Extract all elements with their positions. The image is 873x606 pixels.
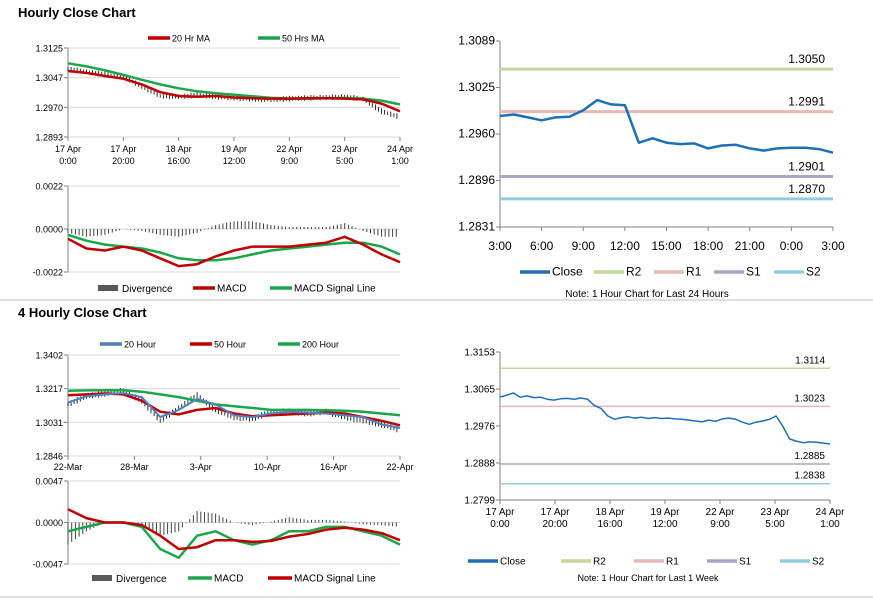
legend-4h-divergence-swatch (92, 575, 112, 581)
legend-20-hour-label: 20 Hour (124, 340, 156, 350)
hourly-levels-xtick-label: 12:00 (610, 239, 640, 253)
four-hourly-levels-xtick-label: 17 Apr 20:00 (541, 507, 571, 530)
legend-divergence-swatch (98, 285, 118, 291)
four-hourly-levels-legend-close-label: Close (500, 557, 526, 568)
four-hourly-macd-ytick-label: 0.0000 (35, 518, 63, 528)
hourly-levels-xtick-label: 18:00 (693, 239, 723, 253)
four-hourly-levels-xtick-label: 23 Apr 5:00 (761, 507, 791, 530)
four-hourly-levels-close-line (499, 392, 831, 445)
legend-macd-signal-label: MACD Signal Line (294, 284, 376, 295)
legend-20hr-ma-label: 20 Hr MA (172, 34, 210, 44)
four-hourly-macd-signal-line (67, 508, 401, 551)
four-hourly-levels-xtick-label: 24 Apr 1:00 (816, 507, 846, 530)
four-hourly-price-xtick-label: 22-Mar (54, 462, 83, 472)
legend-4h-macd-signal-label: MACD Signal Line (294, 574, 376, 585)
hourly-levels-ytick-label: 1.2896 (458, 173, 495, 187)
hourly-level-r1-label: 1.2991 (788, 95, 825, 109)
hourly-levels-ytick-label: 1.3025 (458, 80, 495, 94)
hourly-price-xtick-label: 22 Apr 9:00 (276, 144, 302, 166)
hourly-levels-legend-r2-label: R2 (626, 265, 642, 279)
hourly-level-r2-label: 1.3050 (788, 52, 825, 66)
four-hourly-level-r2-label: 1.3114 (795, 355, 825, 366)
four-hourly-macd-ytick-label: 0.0047 (35, 477, 63, 487)
hourly-levels-ytick-label: 1.2960 (458, 127, 495, 141)
four-hourly-50-hour-line (67, 392, 401, 427)
hourly-price-ytick-label: 1.3047 (35, 73, 63, 83)
legend-50hrs-ma-label: 50 Hrs MA (282, 34, 325, 44)
hourly-price-xtick-label: 18 Apr 16:00 (166, 144, 192, 166)
hourly-levels-legend-r1-label: R1 (686, 265, 702, 279)
four-hourly-price-ytick-label: 1.3217 (35, 384, 63, 394)
four-hourly-levels-legend-s1-label: S1 (739, 557, 752, 568)
hourly-levels-note: Note: 1 Hour Chart for Last 24 Hours (565, 289, 728, 300)
four-hourly-levels-legend-s2-label: S2 (812, 557, 825, 568)
four-hourly-price-xtick-label: 3-Apr (190, 462, 212, 472)
four-hourly-price-xtick-label: 16-Apr (320, 462, 347, 472)
legend-50-hour-label: 50 Hour (214, 340, 246, 350)
legend-200-hour-label: 200 Hour (302, 340, 339, 350)
four-hourly-price-ytick-label: 1.3402 (35, 351, 63, 361)
hourly-macd-ytick-label: 0.0000 (35, 225, 63, 235)
four-hourly-price-ytick-label: 1.2846 (35, 452, 63, 462)
four-hourly-levels-ytick-label: 1.2799 (464, 496, 495, 507)
four-hourly-levels-note: Note: 1 Hour Chart for Last 1 Week (578, 573, 719, 583)
hourly-levels-legend-close-label: Close (552, 265, 583, 279)
four-hourly-level-s1-label: 1.2885 (794, 451, 825, 462)
hourly-price-ytick-label: 1.2970 (35, 103, 63, 113)
hourly-levels-ytick-label: 1.3089 (458, 34, 495, 48)
legend-4h-macd-label: MACD (214, 574, 243, 585)
hourly-levels-ytick-label: 1.2831 (458, 220, 495, 234)
hourly-level-s1-label: 1.2901 (788, 160, 825, 174)
four-hourly-levels-ytick-label: 1.3153 (464, 348, 495, 359)
hourly-price-xtick-label: 23 Apr 5:00 (332, 144, 358, 166)
four-hourly-levels-ytick-label: 1.2976 (464, 422, 495, 433)
hourly-levels-xtick-label: 3:00 (488, 239, 512, 253)
four-hourly-level-s2-label: 1.2838 (794, 471, 825, 482)
four-hourly-price-ytick-label: 1.3031 (35, 418, 63, 428)
hourly-levels-close-line (499, 98, 834, 154)
hourly-macd-line (67, 235, 401, 268)
four-hourly-price-xtick-label: 10-Apr (254, 462, 281, 472)
hourly-macd-ytick-label: 0.0022 (35, 182, 63, 192)
four-hourly-levels-xtick-label: 22 Apr 9:00 (706, 507, 736, 530)
four-hourly-levels-xtick-label: 19 Apr 12:00 (651, 507, 681, 530)
hourly-section-title: Hourly Close Chart (18, 5, 136, 20)
hourly-price-xtick-label: 19 Apr 12:00 (221, 144, 247, 166)
four-hourly-levels-ytick-label: 1.2888 (464, 459, 495, 470)
four-hourly-20-hour-line (67, 392, 401, 429)
hourly-price-ytick-label: 1.2893 (35, 133, 63, 143)
hourly-macd-ytick-label: -0.0022 (32, 268, 63, 278)
four-hourly-level-r1-label: 1.3023 (794, 393, 825, 404)
four-hourly-levels-legend-r1-label: R1 (666, 557, 679, 568)
legend-divergence-label: Divergence (122, 284, 173, 295)
four-hourly-levels-xtick-label: 18 Apr 16:00 (596, 507, 626, 530)
four-hourly-section-title: 4 Hourly Close Chart (18, 305, 147, 320)
hourly-price-20hr-ma-line (67, 69, 401, 113)
hourly-level-s2-label: 1.2870 (788, 182, 825, 196)
hourly-levels-legend-s1-label: S1 (746, 265, 761, 279)
four-hourly-price-xtick-label: 22-Apr (386, 462, 413, 472)
hourly-price-xtick-label: 17 Apr 0:00 (55, 144, 81, 166)
four-hourly-price-xtick-label: 28-Mar (120, 462, 149, 472)
hourly-levels-xtick-label: 3:00 (821, 239, 845, 253)
hourly-price-xtick-label: 17 Apr 20:00 (110, 144, 136, 166)
legend-macd-label: MACD (217, 284, 246, 295)
hourly-levels-xtick-label: 0:00 (780, 239, 804, 253)
four-hourly-levels-ytick-label: 1.3065 (464, 385, 495, 396)
hourly-levels-xtick-label: 9:00 (572, 239, 596, 253)
hourly-price-xtick-label: 24 Apr 1:00 (387, 144, 413, 166)
legend-4h-divergence-label: Divergence (116, 574, 167, 585)
four-hourly-levels-xtick-label: 17 Apr 0:00 (486, 507, 516, 530)
hourly-levels-xtick-label: 21:00 (735, 239, 765, 253)
hourly-levels-xtick-label: 6:00 (530, 239, 554, 253)
hourly-levels-xtick-label: 15:00 (651, 239, 681, 253)
hourly-price-ytick-label: 1.3125 (35, 44, 63, 54)
four-hourly-200-hour-line (67, 388, 401, 417)
hourly-levels-legend-s2-label: S2 (806, 265, 821, 279)
four-hourly-macd-ytick-label: -0.0047 (32, 560, 63, 570)
four-hourly-levels-legend-r2-label: R2 (593, 557, 606, 568)
